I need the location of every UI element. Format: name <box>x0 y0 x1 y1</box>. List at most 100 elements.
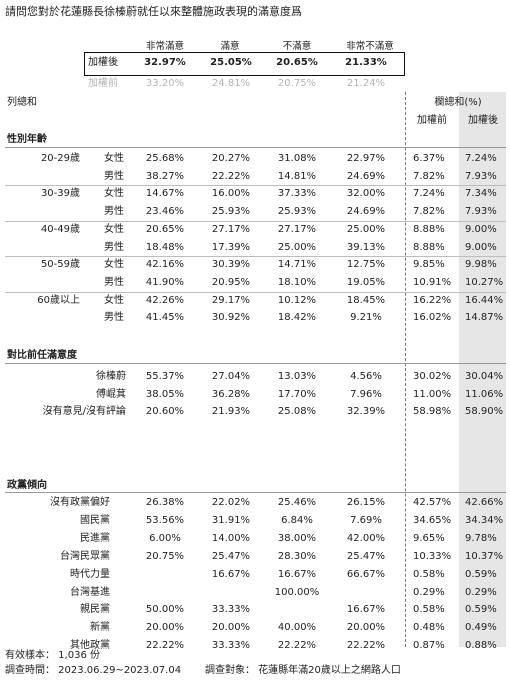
col-total-before: 9.65% <box>413 533 445 544</box>
cell-value: 21.93% <box>211 406 251 417</box>
cell-value: 13.03% <box>277 371 317 382</box>
col-total-after: 7.93% <box>465 171 497 182</box>
cell-value: 38.27% <box>145 171 185 182</box>
question-title: 請問您對於花蓮縣長徐榛蔚就任以來整體施政表現的滿意度爲 <box>5 5 302 18</box>
col-total-after-header: 加權後 <box>468 115 498 126</box>
cell-value: 42.16% <box>145 259 185 270</box>
col-total-before: 0.29% <box>413 587 445 598</box>
party-label: 新黨 <box>90 622 110 633</box>
before-value: 21.24% <box>346 78 386 89</box>
cell-value: 25.68% <box>145 153 185 164</box>
party-label: 其他政黨 <box>70 640 110 651</box>
cell-value: 25.08% <box>277 406 317 417</box>
col-total-after: 30.04% <box>465 371 504 382</box>
cell-value: 20.95% <box>211 277 251 288</box>
cell-value: 24.69% <box>346 171 386 182</box>
cell-value: 33.33% <box>211 604 251 615</box>
age-group-label: 40-49歲 <box>40 224 80 235</box>
cell-value: 27.17% <box>277 224 317 235</box>
col-total-before: 9.85% <box>413 259 445 270</box>
party-label: 台灣基進 <box>70 587 110 598</box>
cell-value: 53.56% <box>145 515 185 526</box>
cell-value: 31.08% <box>277 153 317 164</box>
section-divider <box>5 363 506 364</box>
party-label: 沒有政黨偏好 <box>50 497 110 508</box>
cell-value: 14.81% <box>277 171 317 182</box>
col-header-very-dissatisfied: 非常不滿意 <box>346 41 394 52</box>
gender-label: 女性 <box>104 295 124 306</box>
col-total-before: 6.37% <box>413 153 445 164</box>
col-total-before: 8.88% <box>413 224 445 235</box>
age-group-label: 60歲以上 <box>37 295 80 306</box>
col-total-after: 9.00% <box>465 224 497 235</box>
section-prev-satisfaction: 對比前任滿意度 <box>7 350 77 361</box>
col-total-after: 7.24% <box>465 153 497 164</box>
after-value: 25.05% <box>210 57 252 68</box>
sample-size: 有效樣本： 1,036 份 <box>5 650 100 661</box>
col-total-before: 7.24% <box>413 188 445 199</box>
gender-label: 女性 <box>104 153 124 164</box>
prev-label: 傅崐萁 <box>96 389 126 400</box>
cell-value: 39.13% <box>346 242 386 253</box>
before-value: 24.81% <box>211 78 251 89</box>
col-total-before: 10.91% <box>413 277 452 288</box>
section-divider <box>5 492 506 493</box>
cell-value: 22.97% <box>346 153 386 164</box>
cell-value: 20.00% <box>211 622 251 633</box>
cell-value: 23.46% <box>145 206 185 217</box>
column-divider <box>405 92 406 647</box>
before-label: 加權前 <box>88 78 118 89</box>
gender-label: 男性 <box>104 206 124 217</box>
col-total-before: 58.98% <box>413 406 452 417</box>
col-total-before: 16.22% <box>413 295 452 306</box>
cell-value: 27.17% <box>211 224 251 235</box>
gender-label: 女性 <box>104 259 124 270</box>
col-total-before: 8.88% <box>413 242 445 253</box>
party-label: 國民黨 <box>80 515 110 526</box>
cell-value: 29.17% <box>211 295 251 306</box>
group-divider <box>5 221 506 222</box>
cell-value: 14.71% <box>277 259 317 270</box>
col-total-after: 9.00% <box>465 242 497 253</box>
col-total-before: 7.82% <box>413 171 445 182</box>
gender-label: 男性 <box>104 277 124 288</box>
cell-value: 33.33% <box>211 640 251 651</box>
col-total-before: 7.82% <box>413 206 445 217</box>
col-total-after: 0.59% <box>465 569 497 580</box>
cell-value: 6.00% <box>149 533 181 544</box>
col-total-before: 11.00% <box>413 389 452 400</box>
gender-label: 女性 <box>104 224 124 235</box>
cell-value: 22.22% <box>211 171 251 182</box>
col-total-before: 0.58% <box>413 569 445 580</box>
col-total-before: 16.02% <box>413 312 452 323</box>
prev-label: 沒有意見/沒有評論 <box>42 406 126 417</box>
cell-value: 18.42% <box>277 312 317 323</box>
cell-value: 7.69% <box>350 515 382 526</box>
age-group-label: 30-39歲 <box>40 188 80 199</box>
col-total-after: 14.87% <box>465 312 504 323</box>
col-total-before: 34.65% <box>413 515 452 526</box>
cell-value: 100.00% <box>274 587 320 598</box>
cell-value: 16.00% <box>211 188 251 199</box>
cell-value: 4.56% <box>350 371 382 382</box>
party-label: 民進黨 <box>80 533 110 544</box>
cell-value: 19.05% <box>346 277 386 288</box>
col-header-very-satisfied: 非常滿意 <box>145 41 184 52</box>
col-total-after: 0.29% <box>465 587 497 598</box>
cell-value: 24.69% <box>346 206 386 217</box>
col-total-before: 42.57% <box>413 497 452 508</box>
cell-value: 18.10% <box>277 277 317 288</box>
group-divider <box>5 292 506 293</box>
after-label: 加權後 <box>88 57 118 68</box>
party-label: 親民黨 <box>80 604 110 615</box>
cell-value: 14.00% <box>211 533 251 544</box>
cell-value: 25.47% <box>346 551 386 562</box>
col-total-after: 10.37% <box>465 551 504 562</box>
col-total-before: 0.58% <box>413 604 445 615</box>
party-label: 台灣民眾黨 <box>60 551 110 562</box>
section-divider <box>5 147 506 148</box>
col-total-after: 10.27% <box>465 277 504 288</box>
col-total-before: 0.87% <box>413 640 445 651</box>
col-total-after: 0.49% <box>465 622 497 633</box>
cell-value: 22.22% <box>346 640 386 651</box>
